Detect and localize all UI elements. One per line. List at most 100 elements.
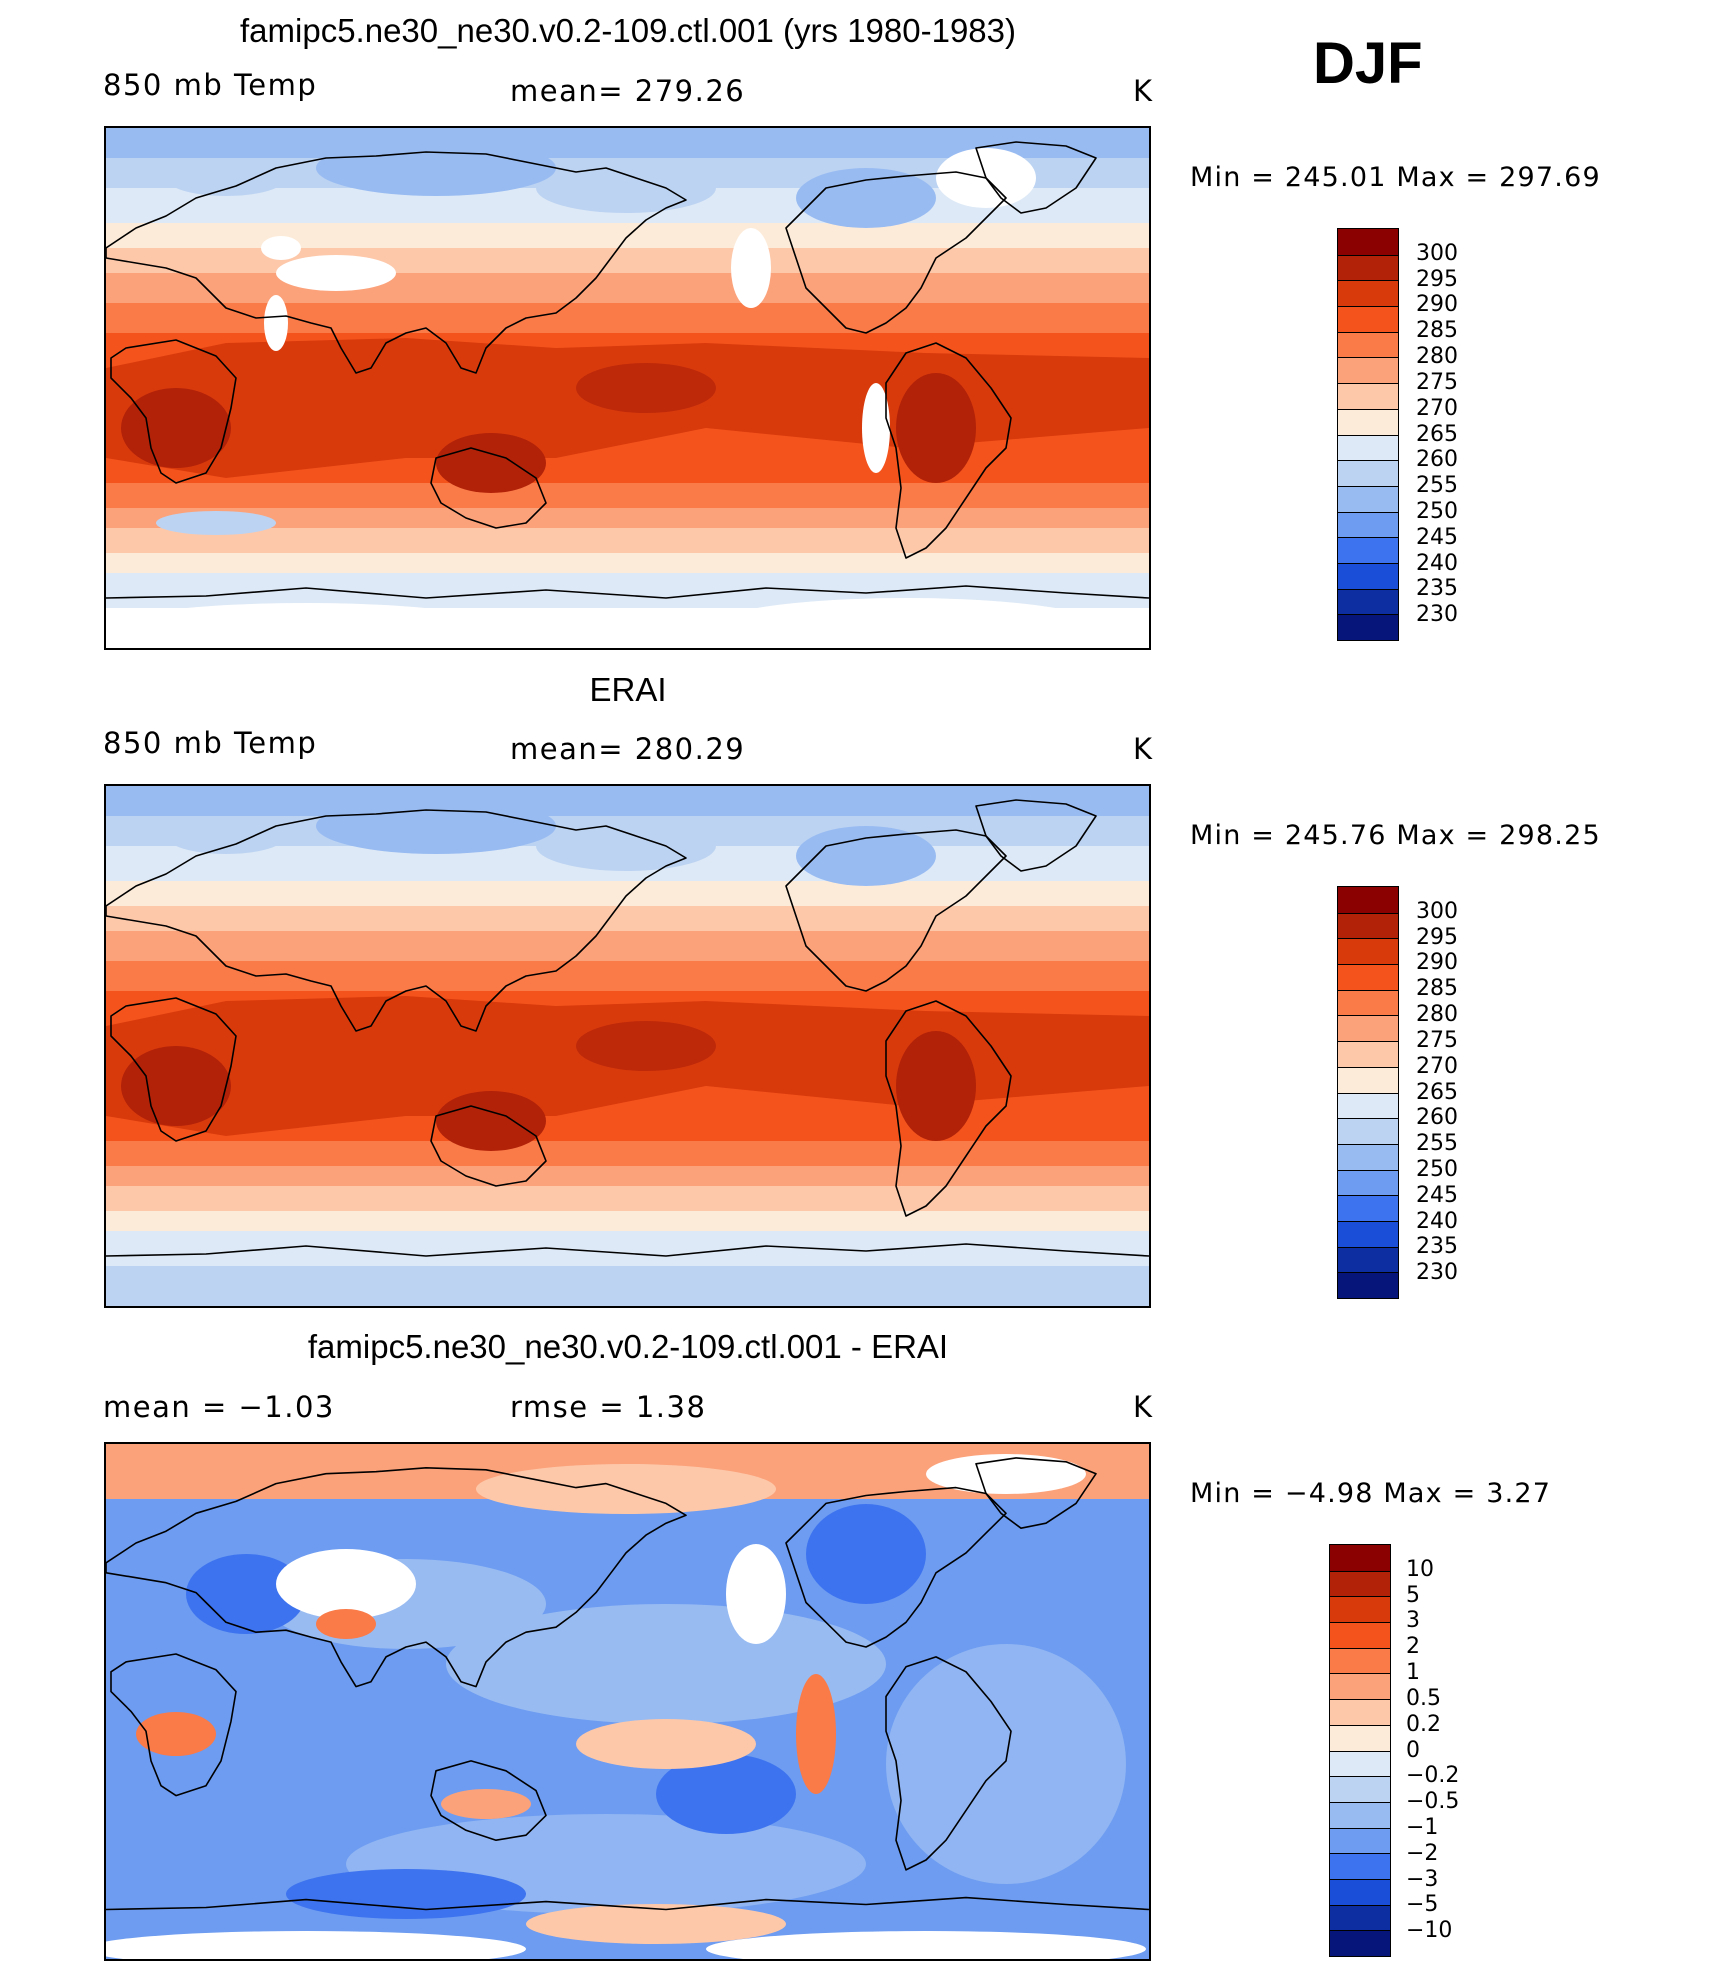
colorbar-tick-label: 280 [1416,344,1458,370]
contour-blob [476,1464,776,1514]
contour-blob [526,1904,786,1944]
colorbar-box [1330,1545,1390,1571]
coastline [975,1457,1097,1529]
contour-blob [316,140,556,196]
colorbar-box [1338,357,1398,384]
coastline [110,339,237,484]
contour-blob [121,388,231,468]
colorbar-box [1330,1827,1390,1854]
coastline [885,1656,1012,1871]
colorbar-box [1338,434,1398,461]
coastline [975,799,1097,872]
contour-blob [166,160,286,196]
panel-3-colorbar [1329,1544,1391,1957]
panel-1-min-max: Min = 245.01 Max = 297.69 [1190,162,1601,193]
contour-blob [806,1504,926,1604]
contour-blob [886,1644,1126,1884]
colorbar-tick-label: 245 [1416,524,1458,550]
contour-band [106,906,1149,931]
coastline [106,1896,1149,1911]
colorbar-tick-label: 255 [1416,1131,1458,1157]
colorbar-box [1338,280,1398,307]
colorbar-box [1330,1647,1390,1674]
panel-2-units-label: K [1133,732,1154,766]
contour-blob [536,163,716,213]
contour-blob [536,821,716,871]
colorbar-tick-label: 295 [1416,924,1458,950]
contour-blob [276,1549,416,1619]
contour-band [106,273,1149,303]
colorbar-box [1338,1195,1398,1221]
colorbar-box [1338,511,1398,538]
contour-blob [441,1789,531,1819]
colorbar-tick-label: 230 [1416,602,1458,628]
colorbar-tick-label: 270 [1416,1053,1458,1079]
contour-blob [731,228,771,308]
colorbar-tick-label: 290 [1416,292,1458,318]
colorbar-box [1330,1750,1390,1777]
colorbar-box [1338,887,1398,913]
colorbar-tick-label: −2 [1406,1840,1439,1866]
colorbar-tick-label: 0 [1406,1737,1420,1763]
colorbar-tick-label: 235 [1416,1234,1458,1260]
contour-band [106,483,1149,508]
panel-3-min-max: Min = −4.98 Max = 3.27 [1190,1478,1552,1509]
colorbar-tick-label: 285 [1416,976,1458,1002]
colorbar-tick-label: 5 [1406,1582,1420,1608]
panel-3-rmse-label: rmse = 1.38 [510,1390,707,1424]
colorbar-tick-label: 2 [1406,1634,1420,1660]
contour-blob [796,168,936,228]
colorbar-box [1338,1169,1398,1196]
colorbar-box [1338,1272,1398,1298]
panel-3-title: famipc5.ne30_ne30.v0.2-109.ctl.001 - ERA… [307,1328,949,1365]
contour-blob [726,1544,786,1644]
colorbar-box [1330,1622,1390,1648]
colorbar-tick-label: 3 [1406,1608,1420,1634]
contour-blob [316,798,556,854]
coastline [106,585,1149,599]
colorbar-tick-label: 285 [1416,318,1458,344]
contour-blob [796,826,936,886]
colorbar-tick-label: 260 [1416,1105,1458,1131]
panel-3-map [104,1442,1151,1961]
colorbar-tick-label: 270 [1416,395,1458,421]
colorbar-tick-label: 260 [1416,447,1458,473]
colorbar-tick-label: −10 [1406,1918,1453,1944]
colorbar-tick-label: 300 [1416,240,1458,266]
colorbar-box [1338,938,1398,965]
contour-band [106,1266,1149,1306]
contour-band [106,961,1149,991]
colorbar-box [1338,588,1398,615]
contour-band [106,508,1149,528]
colorbar-box [1338,306,1398,332]
contour-blob [576,363,716,413]
colorbar-box [1338,1246,1398,1273]
colorbar-tick-label: 275 [1416,1027,1458,1053]
contour-blob [706,598,1106,648]
contour-blob [896,1031,976,1141]
colorbar-box [1338,912,1398,939]
colorbar-box [1330,1878,1390,1905]
colorbar-tick-label: 295 [1416,266,1458,292]
coastline [430,1105,547,1187]
colorbar-tick-label: 300 [1416,898,1458,924]
contour-band [106,786,1149,816]
panel-2-map-field [106,786,1149,1306]
colorbar-tick-label: 10 [1406,1556,1434,1582]
panel-2-variable-label: 850 mb Temp [103,726,318,760]
colorbar-box [1338,964,1398,990]
panel-1-title: famipc5.ne30_ne30.v0.2-109.ctl.001 (yrs … [240,12,1016,49]
colorbar-tick-label: −3 [1406,1866,1439,1892]
panel-1-units-label: K [1133,74,1154,108]
panel-2-mean-label: mean= 280.29 [510,732,746,766]
panel-3-map-field [106,1444,1149,1959]
colorbar-box [1330,1801,1390,1828]
panel-2-title: ERAI [589,671,667,708]
colorbar-box [1338,562,1398,589]
colorbar-box [1338,408,1398,435]
contour-blob [186,1554,306,1634]
contour-blob [436,433,546,493]
contour-band [106,1231,1149,1266]
contour-band [106,881,1149,906]
coastline [110,997,237,1142]
